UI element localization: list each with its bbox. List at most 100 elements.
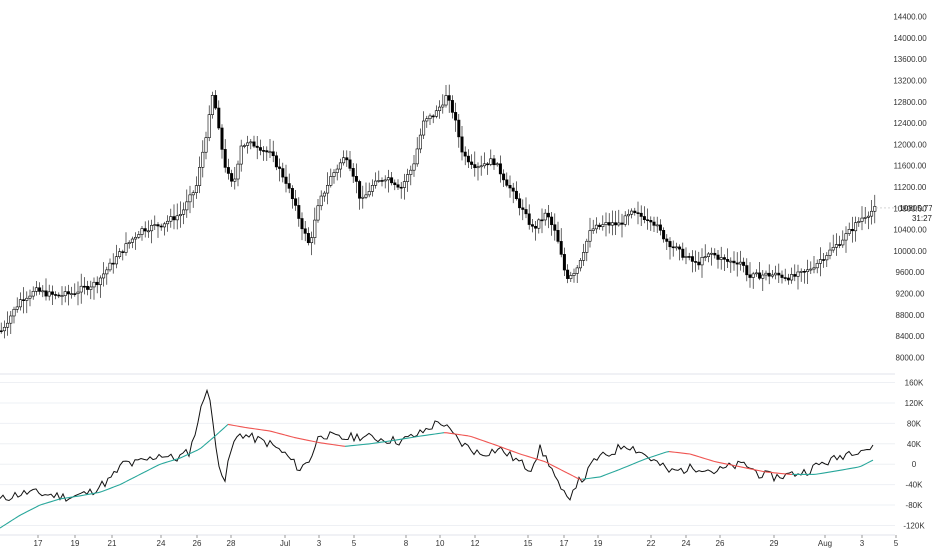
signal-line-segment bbox=[312, 441, 315, 442]
candle bbox=[390, 172, 392, 185]
candle bbox=[659, 219, 661, 235]
candle bbox=[234, 167, 236, 190]
candle-body bbox=[611, 223, 613, 226]
signal-line-segment bbox=[51, 501, 54, 502]
price-tick-label: 11600.00 bbox=[894, 162, 927, 171]
candle bbox=[605, 213, 607, 237]
signal-line-segment bbox=[81, 495, 84, 496]
candle bbox=[426, 116, 428, 128]
signal-line-segment bbox=[132, 477, 135, 479]
candle-body bbox=[694, 261, 696, 262]
candle bbox=[467, 149, 469, 168]
candle bbox=[106, 267, 108, 285]
candle bbox=[576, 265, 578, 283]
candle-body bbox=[656, 225, 658, 226]
candle bbox=[406, 169, 408, 192]
candle bbox=[720, 247, 722, 270]
candle-body bbox=[582, 252, 584, 260]
candle bbox=[83, 277, 85, 294]
candle-body bbox=[470, 162, 472, 165]
candle-body bbox=[451, 100, 453, 112]
candle bbox=[301, 212, 303, 240]
price-tick-label: 12400.00 bbox=[893, 119, 927, 128]
signal-line-segment bbox=[531, 457, 534, 458]
signal-line-segment bbox=[642, 459, 645, 460]
candle-body bbox=[250, 142, 252, 143]
candle-body bbox=[262, 150, 264, 151]
candle-body bbox=[723, 258, 725, 260]
candle-body bbox=[390, 178, 392, 183]
candle bbox=[182, 202, 184, 224]
candle-body bbox=[813, 268, 815, 269]
candle bbox=[109, 258, 111, 271]
candle bbox=[131, 237, 133, 248]
candle bbox=[189, 186, 191, 213]
candle-body bbox=[480, 166, 482, 167]
candle-body bbox=[154, 225, 156, 226]
candle bbox=[150, 220, 152, 244]
signal-line-segment bbox=[552, 465, 555, 467]
candle bbox=[134, 232, 136, 250]
candle-body bbox=[474, 165, 476, 168]
candle bbox=[563, 248, 565, 276]
price-tick-label: 8000.00 bbox=[896, 353, 925, 362]
signal-line-segment bbox=[858, 466, 861, 467]
candle-body bbox=[570, 275, 572, 278]
signal-line-segment bbox=[693, 455, 696, 456]
signal-line-segment bbox=[714, 461, 717, 462]
signal-line-segment bbox=[105, 489, 108, 490]
signal-line-segment bbox=[720, 463, 723, 464]
signal-line-segment bbox=[666, 452, 669, 453]
candle bbox=[493, 155, 495, 170]
candle-body bbox=[275, 156, 277, 167]
candle-body bbox=[560, 241, 562, 254]
candle bbox=[483, 152, 485, 168]
candle-body bbox=[3, 327, 5, 331]
candle bbox=[10, 311, 12, 334]
signal-line-segment bbox=[177, 458, 180, 459]
candle-body bbox=[701, 257, 703, 265]
candle-body bbox=[410, 170, 412, 174]
candle bbox=[253, 136, 255, 148]
candle-body bbox=[467, 156, 469, 162]
candle bbox=[282, 163, 284, 183]
candle bbox=[384, 175, 386, 188]
candle bbox=[646, 209, 648, 230]
candle bbox=[246, 136, 248, 154]
candle-body bbox=[176, 216, 178, 220]
candle bbox=[442, 94, 444, 113]
candle-body bbox=[378, 180, 380, 181]
candle-body bbox=[202, 152, 204, 167]
candle-body bbox=[720, 258, 722, 260]
candle-body bbox=[771, 275, 773, 276]
candle-body bbox=[794, 274, 796, 276]
signal-line-segment bbox=[729, 465, 732, 466]
candle-body bbox=[800, 271, 802, 272]
signal-line-segment bbox=[471, 436, 474, 437]
candle-body bbox=[211, 95, 213, 114]
candle-body bbox=[851, 229, 853, 231]
signal-line-segment bbox=[126, 480, 129, 482]
candle-body bbox=[541, 220, 543, 221]
signal-line-segment bbox=[645, 458, 648, 459]
price-axis[interactable]: 14400.0014000.0013600.0013200.0012800.00… bbox=[893, 13, 927, 363]
candle bbox=[355, 163, 357, 193]
candle bbox=[506, 172, 508, 187]
candle-body bbox=[554, 225, 556, 231]
candle bbox=[653, 217, 655, 232]
candle bbox=[522, 199, 524, 220]
signal-line-segment bbox=[843, 469, 846, 470]
candle bbox=[416, 137, 418, 167]
candle bbox=[122, 250, 124, 261]
candle-body bbox=[90, 287, 92, 290]
signal-line-segment bbox=[483, 441, 486, 442]
candle bbox=[723, 254, 725, 271]
signal-line-segment bbox=[717, 462, 720, 463]
time-tick-label: 24 bbox=[157, 539, 166, 548]
candle-body bbox=[422, 121, 424, 135]
candle bbox=[509, 175, 511, 197]
candle-body bbox=[70, 294, 72, 295]
